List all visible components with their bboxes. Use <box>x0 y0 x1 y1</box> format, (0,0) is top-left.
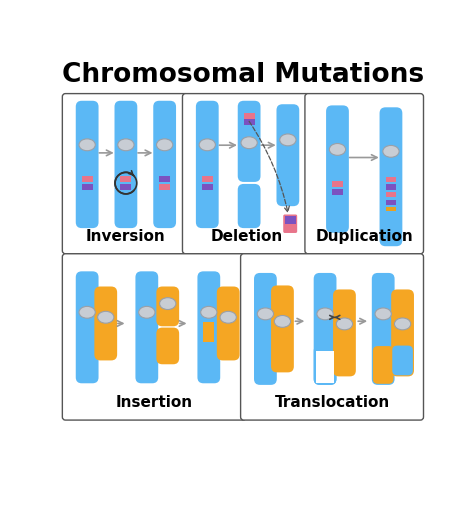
Ellipse shape <box>118 139 134 152</box>
Bar <box>203 323 214 343</box>
Ellipse shape <box>329 144 346 156</box>
Bar <box>332 189 343 195</box>
Bar <box>385 185 396 190</box>
FancyBboxPatch shape <box>196 102 219 229</box>
FancyBboxPatch shape <box>392 346 413 376</box>
FancyBboxPatch shape <box>276 105 299 207</box>
Ellipse shape <box>201 307 217 319</box>
Bar <box>385 192 396 198</box>
Text: Duplication: Duplication <box>315 229 413 243</box>
FancyBboxPatch shape <box>136 272 158 383</box>
FancyBboxPatch shape <box>153 102 176 229</box>
Bar <box>202 177 213 183</box>
Ellipse shape <box>79 139 95 152</box>
Bar <box>244 114 255 120</box>
FancyBboxPatch shape <box>326 106 349 233</box>
Bar <box>159 177 170 183</box>
FancyBboxPatch shape <box>333 290 356 377</box>
FancyBboxPatch shape <box>314 345 337 385</box>
Ellipse shape <box>317 309 333 320</box>
Text: Chromosomal Mutations: Chromosomal Mutations <box>62 62 424 87</box>
FancyBboxPatch shape <box>254 273 277 385</box>
Ellipse shape <box>139 307 155 319</box>
Ellipse shape <box>383 146 399 158</box>
Bar <box>159 185 170 191</box>
Bar <box>378 360 389 371</box>
FancyBboxPatch shape <box>94 287 117 361</box>
FancyBboxPatch shape <box>182 94 310 254</box>
Ellipse shape <box>98 312 114 324</box>
Bar <box>397 357 408 365</box>
Bar <box>385 177 396 183</box>
FancyBboxPatch shape <box>238 184 261 229</box>
Text: Inversion: Inversion <box>85 229 165 243</box>
Ellipse shape <box>337 318 353 330</box>
Bar <box>385 208 396 212</box>
Ellipse shape <box>257 309 273 320</box>
FancyBboxPatch shape <box>63 254 246 420</box>
FancyBboxPatch shape <box>156 287 179 327</box>
Ellipse shape <box>280 135 296 146</box>
Text: Translocation: Translocation <box>274 394 390 410</box>
FancyBboxPatch shape <box>380 108 402 247</box>
FancyBboxPatch shape <box>76 272 99 383</box>
Bar <box>244 120 255 126</box>
FancyBboxPatch shape <box>314 273 337 385</box>
Bar <box>316 351 334 383</box>
Ellipse shape <box>394 318 410 330</box>
FancyBboxPatch shape <box>198 272 220 383</box>
Bar <box>158 293 168 307</box>
FancyBboxPatch shape <box>217 287 239 361</box>
Ellipse shape <box>274 316 291 328</box>
Bar <box>120 185 131 191</box>
FancyBboxPatch shape <box>241 254 423 420</box>
Text: Deletion: Deletion <box>210 229 283 243</box>
FancyBboxPatch shape <box>372 273 394 385</box>
FancyBboxPatch shape <box>63 94 188 254</box>
FancyBboxPatch shape <box>156 328 179 365</box>
FancyBboxPatch shape <box>305 94 423 254</box>
Ellipse shape <box>160 298 176 310</box>
Bar <box>332 181 343 187</box>
FancyBboxPatch shape <box>76 102 99 229</box>
Bar <box>285 224 296 232</box>
Ellipse shape <box>79 307 95 319</box>
Ellipse shape <box>156 139 173 152</box>
Bar <box>202 185 213 191</box>
Bar <box>385 200 396 206</box>
Ellipse shape <box>220 312 237 324</box>
Bar <box>82 185 92 191</box>
Bar <box>120 177 131 183</box>
FancyBboxPatch shape <box>283 215 297 233</box>
FancyBboxPatch shape <box>271 286 294 373</box>
FancyBboxPatch shape <box>373 346 393 384</box>
Ellipse shape <box>241 137 257 149</box>
Bar <box>378 351 389 379</box>
Bar <box>285 217 296 224</box>
FancyBboxPatch shape <box>391 290 414 377</box>
FancyBboxPatch shape <box>115 102 137 229</box>
Ellipse shape <box>199 139 215 152</box>
FancyBboxPatch shape <box>238 102 261 182</box>
Bar <box>82 177 92 183</box>
Ellipse shape <box>375 309 392 320</box>
Text: Insertion: Insertion <box>116 394 193 410</box>
